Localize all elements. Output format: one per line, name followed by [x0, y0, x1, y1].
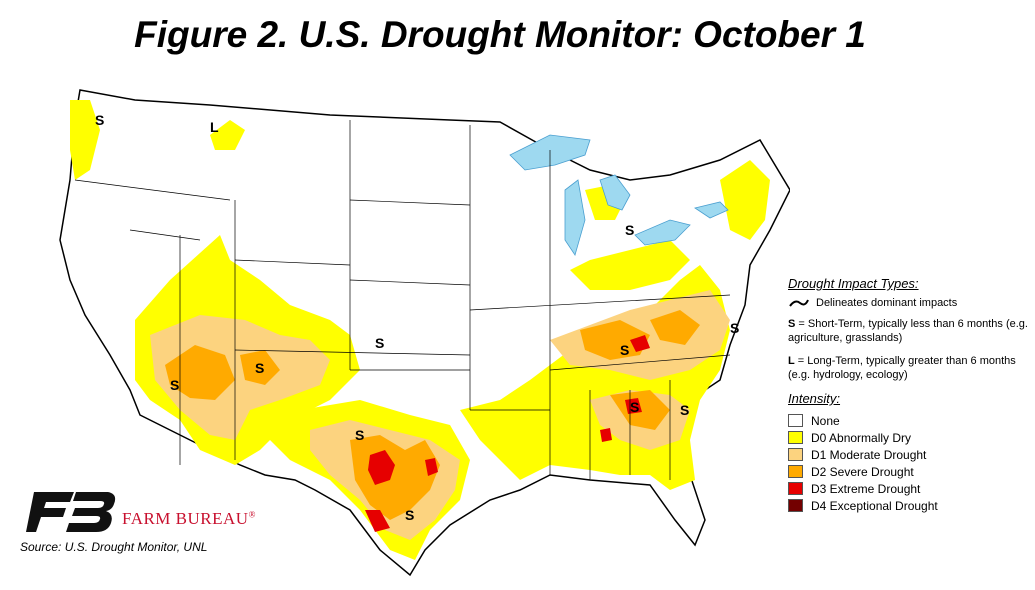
- long-term-key: L: [788, 355, 795, 367]
- intensity-row: D0 Abnormally Dry: [788, 429, 1028, 446]
- delineation-line-icon: [789, 299, 809, 307]
- intensity-swatch: [788, 448, 803, 461]
- short-term-key: S: [788, 318, 796, 330]
- intensity-label: D3 Extreme Drought: [811, 481, 921, 496]
- long-term-entry: L = Long-Term, typically greater than 6 …: [788, 354, 1028, 382]
- short-term-label: S: [730, 320, 739, 336]
- short-term-text: = Short-Term, typically less than 6 mont…: [788, 318, 1028, 344]
- delineates-row: Delineates dominant impacts: [788, 297, 1028, 309]
- short-term-label: S: [620, 342, 629, 358]
- intensity-swatch: [788, 431, 803, 444]
- source-note: Source: U.S. Drought Monitor, UNL: [20, 540, 208, 554]
- intensity-row: D1 Moderate Drought: [788, 446, 1028, 463]
- intensity-swatch: [788, 482, 803, 495]
- intensity-swatch: [788, 499, 803, 512]
- short-term-label: S: [255, 360, 264, 376]
- intensity-row: None: [788, 412, 1028, 429]
- registered-mark: ®: [248, 509, 256, 520]
- intensity-row: D2 Severe Drought: [788, 463, 1028, 480]
- intensity-swatch: [788, 414, 803, 427]
- us-drought-map: S S S S S S S S S S S L: [59, 89, 790, 577]
- short-term-label: S: [405, 507, 414, 523]
- short-term-label: S: [680, 402, 689, 418]
- short-term-label: S: [375, 335, 384, 351]
- short-term-label: S: [95, 112, 104, 128]
- short-term-label: S: [355, 427, 364, 443]
- short-term-label: S: [630, 399, 639, 415]
- short-term-entry: S = Short-Term, typically less than 6 mo…: [788, 317, 1028, 345]
- long-term-label: L: [210, 119, 219, 135]
- intensity-label: D0 Abnormally Dry: [811, 430, 912, 445]
- intensity-row: D3 Extreme Drought: [788, 480, 1028, 497]
- intensity-row: D4 Exceptional Drought: [788, 497, 1028, 514]
- intensity-label: D4 Exceptional Drought: [811, 498, 938, 513]
- impact-types-heading: Drought Impact Types:: [788, 276, 919, 291]
- intensity-swatch: [788, 465, 803, 478]
- long-term-text: = Long-Term, typically greater than 6 mo…: [788, 355, 1016, 381]
- short-term-label: S: [625, 222, 634, 238]
- farm-bureau-name: FARM BUREAU: [122, 509, 249, 528]
- short-term-label: S: [170, 377, 179, 393]
- intensity-heading: Intensity:: [788, 391, 841, 406]
- intensity-label: D2 Severe Drought: [811, 464, 914, 479]
- intensity-list: None D0 Abnormally Dry D1 Moderate Droug…: [788, 412, 1028, 514]
- delineates-text: Delineates dominant impacts: [816, 297, 958, 309]
- farm-bureau-wordmark: FARM BUREAU®: [122, 509, 256, 529]
- farm-bureau-logo-icon: [26, 492, 116, 532]
- map-legend: Drought Impact Types: Delineates dominan…: [788, 276, 1028, 514]
- figure-title: Figure 2. U.S. Drought Monitor: October …: [134, 14, 866, 55]
- intensity-label: None: [811, 413, 840, 428]
- intensity-label: D1 Moderate Drought: [811, 447, 927, 462]
